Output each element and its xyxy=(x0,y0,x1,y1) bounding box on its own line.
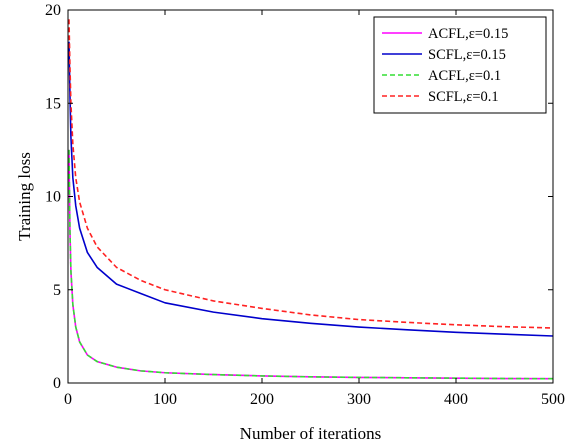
x-axis-title: Number of iterations xyxy=(240,424,382,443)
x-tick-label: 300 xyxy=(347,391,371,408)
legend-label: SCFL,ε=0.15 xyxy=(428,47,506,63)
y-tick-label: 10 xyxy=(45,189,61,206)
series-line-2 xyxy=(68,149,554,380)
legend: ACFL,ε=0.15 SCFL,ε=0.15 ACFL,ε=0.1 SCFL,ε=0… xyxy=(373,16,547,114)
legend-label: SCFL,ε=0.1 xyxy=(428,89,499,105)
y-tick-label: 0 xyxy=(53,375,61,392)
x-tick-label: 0 xyxy=(64,391,72,408)
x-tick-label: 200 xyxy=(250,391,274,408)
x-tick-label: 500 xyxy=(541,391,565,408)
y-tick-label: 20 xyxy=(45,2,61,19)
x-tick-label: 400 xyxy=(444,391,468,408)
x-tick-label: 100 xyxy=(153,391,177,408)
legend-label: ACFL,ε=0.15 xyxy=(428,26,508,42)
y-axis-title: Training loss xyxy=(15,152,34,241)
axes: 0 100 200 300 400 500 0 5 10 15 20 xyxy=(45,2,565,408)
y-tick-label: 15 xyxy=(45,95,61,112)
y-tick-label: 5 xyxy=(53,282,61,299)
legend-label: ACFL,ε=0.1 xyxy=(428,68,501,84)
series-line-1 xyxy=(68,41,554,337)
